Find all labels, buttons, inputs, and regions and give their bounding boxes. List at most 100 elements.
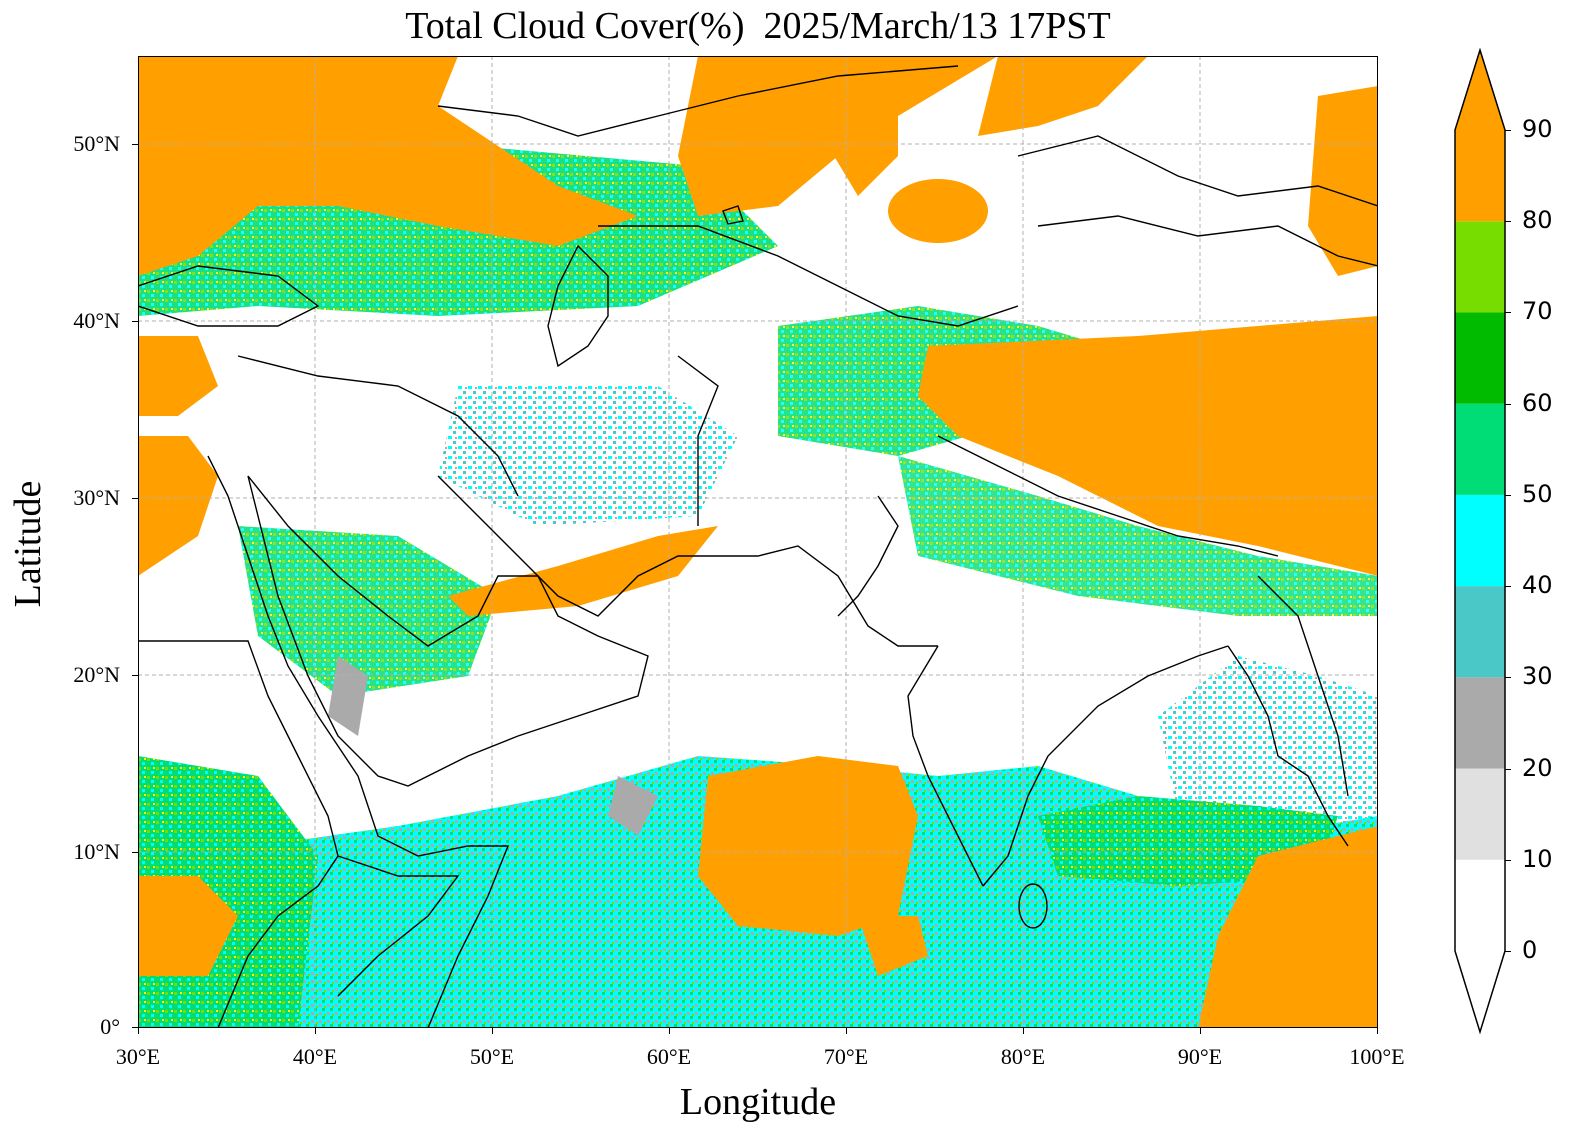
ytick-mark [132,321,138,322]
border-iran-afghan [677,355,719,526]
ytick-mark [132,852,138,853]
xtick-label: 100°E [1349,1044,1405,1069]
black-sea [138,265,320,327]
xtick-mark [846,1028,847,1034]
ytick-label: 30°N [73,485,120,510]
ytick-label: 50°N [73,131,120,156]
border-west-asia [237,355,519,497]
colorbar-tick-label: 20 [1522,753,1553,782]
colorbar-tick-label: 90 [1522,115,1553,143]
overcast-west-siberia [818,66,898,196]
iran-pakistan-coast [718,545,938,647]
india-west-coast [907,645,984,887]
colorbar [1454,48,1506,1035]
xtick-label: 80°E [1000,1044,1046,1069]
colorbar-tick-mark [1505,677,1511,679]
overcast-arabian-sea [698,756,918,936]
overcast-siberia [978,56,1148,136]
colorbar-band [1455,312,1505,404]
xtick-label: 30°E [115,1044,161,1069]
xtick-mark [492,1028,493,1034]
colorbar-tick-mark [1505,403,1511,405]
border-china-north [1017,135,1378,207]
colorbar-tick-label: 30 [1522,662,1553,691]
xtick-mark [138,1028,139,1034]
border-mongolia [1037,215,1378,267]
colorbar-band [1455,221,1505,313]
overcast-turkey [138,336,218,416]
xtick-label: 70°E [823,1044,869,1069]
map-plot-area [138,56,1378,1028]
colorbar-tick-mark [1505,586,1511,588]
ytick-mark [132,144,138,145]
coastlines-borders [138,65,1378,1028]
xtick-mark [669,1028,670,1034]
cloud-cover-map [138,56,1378,1028]
indian-ocean-gray-edges [608,776,658,836]
bay-of-bengal-clouds [1158,656,1378,836]
arabian-peninsula [247,475,649,787]
overcast-kazakh-cell [888,179,988,243]
border-somalia [337,855,460,997]
ytick-label: 40°N [73,308,120,333]
overcast-northeast [1308,86,1378,276]
overcast-europe [138,56,638,276]
aral-sea [722,205,744,225]
persian-gulf [437,475,718,617]
overcast-southeast [1198,826,1378,1028]
xtick-mark [1377,1028,1378,1034]
bay-of-bengal-east-coast [1227,645,1349,847]
arabia-clear-gray-edges [328,656,368,736]
ytick-label: 20°N [73,662,120,687]
overcast-east-africa [138,876,238,976]
colorbar-tick-mark [1505,312,1511,314]
africa-coast-west [138,640,339,1028]
chart-title: Total Cloud Cover(%) 2025/March/13 17PST [405,5,1111,47]
xtick-label: 50°E [469,1044,515,1069]
colorbar-tick-mark [1505,494,1511,496]
xtick-mark [1023,1028,1024,1034]
border-central-asia [598,225,1019,327]
iran-scattered-clouds [438,386,738,526]
colorbar-band [1455,859,1505,951]
caspian-sea [547,244,609,368]
colorbar-tick-label: 60 [1522,388,1553,417]
ytick-mark [132,498,138,499]
border-myanmar [1257,575,1349,797]
overcast-equatorial-patch [858,916,928,976]
colorbar-band-over [1455,50,1505,222]
ytick-label: 10°N [73,839,120,864]
overcast-tibet [918,316,1378,576]
colorbar-tick-mark [1505,859,1511,861]
xtick-mark [1200,1028,1201,1034]
y-axis-label: Latitude [7,480,49,608]
india-east-coast [982,645,1229,887]
ytick-mark [132,675,138,676]
colorbar-tick-label: 10 [1522,844,1553,873]
colorbar-tick-mark [1505,130,1511,131]
colorbar-tick-label: 40 [1522,571,1553,600]
sri-lanka [1018,883,1048,929]
xtick-label: 40°E [292,1044,338,1069]
overcast-gulf-band [448,526,718,616]
gridlines [138,56,1378,1028]
colorbar-tick-label: 0 [1522,936,1538,964]
colorbar-tick-mark [1505,221,1511,223]
xtick-label: 90°E [1177,1044,1223,1069]
colorbar-band-under [1455,951,1505,1032]
arabia-clouds [238,526,498,696]
colorbar-band [1455,768,1505,860]
colorbar-bands [1455,50,1505,1032]
ytick-mark [132,1027,138,1028]
border-kazakh-north [437,65,959,137]
colorbar-band [1455,403,1505,495]
cloud-field [138,56,1378,1028]
border-pakistan-india [837,495,899,617]
colorbar-tick-label: 50 [1522,479,1553,508]
colorbar-tick-label: 80 [1522,206,1553,235]
colorbar-tick-mark [1505,951,1511,952]
colorbar-band [1455,494,1505,587]
border-himalaya [937,435,1279,557]
ytick-label: 0° [100,1014,120,1039]
colorbar-band [1455,586,1505,678]
